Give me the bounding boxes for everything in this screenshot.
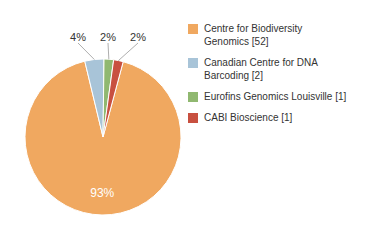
html-text:CABI Bioscience [1]: CABI Bioscience [1] <box>204 112 293 123</box>
svg-text:2%: 2% <box>100 31 116 43</box>
svg-text:93%: 93% <box>90 186 114 200</box>
html-text:Canadian Centre for DNA Barcod: Canadian Centre for DNA Barcoding [2] <box>204 57 318 81</box>
svg-text:2%: 2% <box>130 31 146 43</box>
html-text:Eurofins Genomics Louisville [: Eurofins Genomics Louisville [1] <box>204 91 347 102</box>
svg-text:4%: 4% <box>70 31 86 43</box>
html-text:Centre for Biodiversity Genomi: Centre for Biodiversity Genomics [52] <box>204 23 303 47</box>
